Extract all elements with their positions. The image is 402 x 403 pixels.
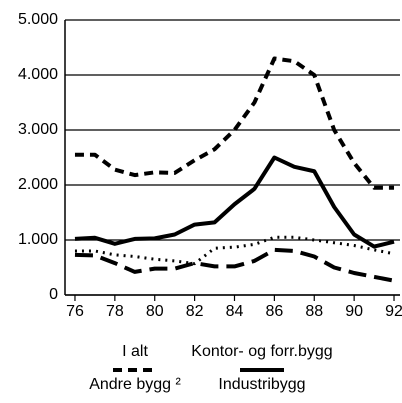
x-tick-label: 82: [186, 303, 204, 320]
legend-label: I alt: [122, 343, 148, 360]
x-tick-label: 84: [226, 303, 244, 320]
x-tick-label: 76: [66, 303, 84, 320]
series-line: [74, 247, 395, 283]
x-tick-label: 90: [345, 303, 363, 320]
legend-label: Kontor- og forr.bygg: [191, 343, 332, 360]
y-tick-label: 1.000: [18, 231, 58, 248]
x-tick-label: 88: [305, 303, 323, 320]
y-tick-label: 5.000: [18, 11, 58, 28]
series-line: [74, 155, 395, 249]
x-tick-label: 92: [385, 303, 402, 320]
y-tick-label: 3.000: [18, 121, 58, 138]
x-tick-label: 80: [146, 303, 164, 320]
x-tick-label: 78: [106, 303, 124, 320]
y-tick-label: 0: [49, 286, 58, 303]
series-line: [74, 56, 395, 190]
y-tick-label: 4.000: [18, 66, 58, 83]
x-tick-label: 86: [265, 303, 283, 320]
legend-label: Industribygg: [218, 376, 305, 393]
series-line: [74, 235, 395, 266]
y-tick-label: 2.000: [18, 176, 58, 193]
legend-label: Andre bygg ²: [89, 376, 181, 393]
